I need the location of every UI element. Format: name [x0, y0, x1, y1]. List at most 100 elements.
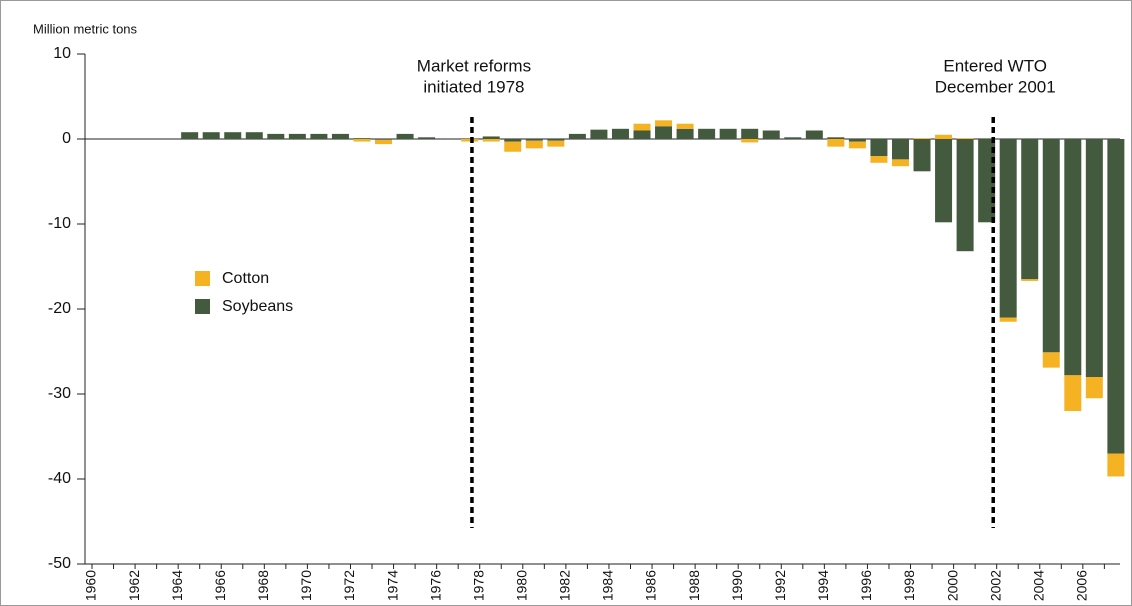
bar-segment — [267, 133, 285, 139]
bar-segment — [1064, 139, 1082, 376]
bar-segment — [913, 139, 931, 172]
x-tick-label: 1978 — [470, 570, 486, 601]
x-tick-label: 1980 — [514, 570, 530, 601]
bar-segment — [762, 130, 780, 139]
bar-segment — [547, 139, 565, 141]
bar-segment — [525, 139, 543, 141]
bar-segment — [482, 136, 500, 139]
bar-segment — [181, 132, 199, 139]
x-tick-label: 1968 — [255, 570, 271, 601]
bar-segment — [676, 128, 694, 139]
x-tick-label: 1976 — [427, 570, 443, 601]
bar-segment — [655, 120, 673, 127]
x-tick-label: 2000 — [944, 570, 960, 601]
bar-segment — [633, 123, 651, 131]
bar-segment — [1107, 453, 1125, 477]
bar-segment — [375, 139, 393, 145]
bar-segment — [891, 139, 909, 160]
bar-segment — [956, 138, 974, 139]
bar-segment — [827, 139, 845, 147]
bar-segment — [1085, 139, 1103, 377]
bar-segment — [784, 137, 802, 139]
x-tick-label: 2004 — [1030, 570, 1046, 601]
x-tick-label: 1972 — [341, 570, 357, 601]
bar-segment — [999, 139, 1017, 318]
bar-segment — [547, 140, 565, 147]
bar-segment — [978, 139, 996, 223]
bar-segment — [590, 129, 608, 139]
bar-segment — [1021, 279, 1039, 281]
bar-segment — [935, 139, 953, 223]
y-tick-label: -20 — [48, 300, 71, 317]
bar-segment — [999, 317, 1017, 322]
bar-segment — [741, 139, 759, 143]
bar-segment — [611, 128, 629, 139]
bar-segment — [698, 128, 716, 139]
bar-segment — [288, 133, 306, 139]
bar-segment — [741, 128, 759, 139]
bar-segment — [827, 137, 845, 139]
legend-swatch — [195, 299, 210, 314]
bar-segment — [504, 139, 522, 142]
y-tick-label: 10 — [53, 45, 71, 62]
y-tick-label: 0 — [62, 130, 71, 147]
x-tick-label: 1998 — [901, 570, 917, 601]
x-tick-label: 1960 — [83, 570, 99, 601]
bar-segment — [913, 138, 931, 139]
x-tick-label: 1964 — [169, 570, 185, 601]
bar-segment — [1042, 139, 1060, 353]
bar-segment — [956, 139, 974, 252]
annotation-text: initiated 1978 — [423, 77, 524, 96]
bar-segment — [676, 123, 694, 129]
bar-segment — [245, 132, 263, 139]
y-tick-label: -40 — [48, 470, 71, 487]
bar-segment — [870, 156, 888, 163]
annotation-text: December 2001 — [935, 77, 1056, 96]
bar-segment — [504, 141, 522, 152]
bar-segment — [525, 140, 543, 149]
bar-segment — [396, 133, 414, 139]
bar-segment — [891, 159, 909, 167]
x-tick-label: 1974 — [384, 570, 400, 601]
x-tick-label: 2006 — [1074, 570, 1090, 601]
x-tick-label: 1992 — [772, 570, 788, 601]
x-tick-label: 1966 — [212, 570, 228, 601]
bar-segment — [353, 139, 371, 142]
x-tick-label: 1990 — [729, 570, 745, 601]
bar-segment — [655, 126, 673, 139]
bar-segment — [870, 139, 888, 156]
bar-segment — [805, 130, 823, 139]
x-tick-label: 1962 — [126, 570, 142, 601]
bar-segment — [202, 132, 220, 139]
bar-segment — [848, 139, 866, 142]
bar-segment — [353, 138, 371, 139]
bar-segment — [633, 130, 651, 139]
bar-segment — [224, 132, 242, 139]
x-tick-label: 1986 — [643, 570, 659, 601]
bar-segment — [1085, 377, 1103, 399]
y-axis-label: Million metric tons — [33, 21, 138, 36]
bar-segment — [418, 137, 436, 139]
bar-segment — [375, 139, 393, 140]
bar-segment — [568, 133, 586, 139]
bar-segment — [1064, 375, 1082, 411]
legend-label: Cotton — [222, 270, 269, 287]
x-tick-label: 1982 — [557, 570, 573, 601]
bar-segment — [1042, 352, 1060, 368]
bar-segment — [1107, 139, 1125, 454]
x-tick-label: 1970 — [298, 570, 314, 601]
bar-segment — [1021, 139, 1039, 280]
bar-segment — [310, 133, 328, 139]
legend-swatch — [195, 271, 210, 286]
bar-segment — [331, 133, 349, 139]
y-tick-label: -30 — [48, 385, 71, 402]
annotation-text: Market reforms — [417, 56, 531, 75]
bar-segment — [482, 139, 500, 142]
bar-segment — [935, 134, 953, 139]
bar-segment — [719, 128, 737, 139]
x-tick-label: 1984 — [600, 570, 616, 601]
legend-label: Soybeans — [222, 298, 293, 315]
x-tick-label: 1996 — [858, 570, 874, 601]
